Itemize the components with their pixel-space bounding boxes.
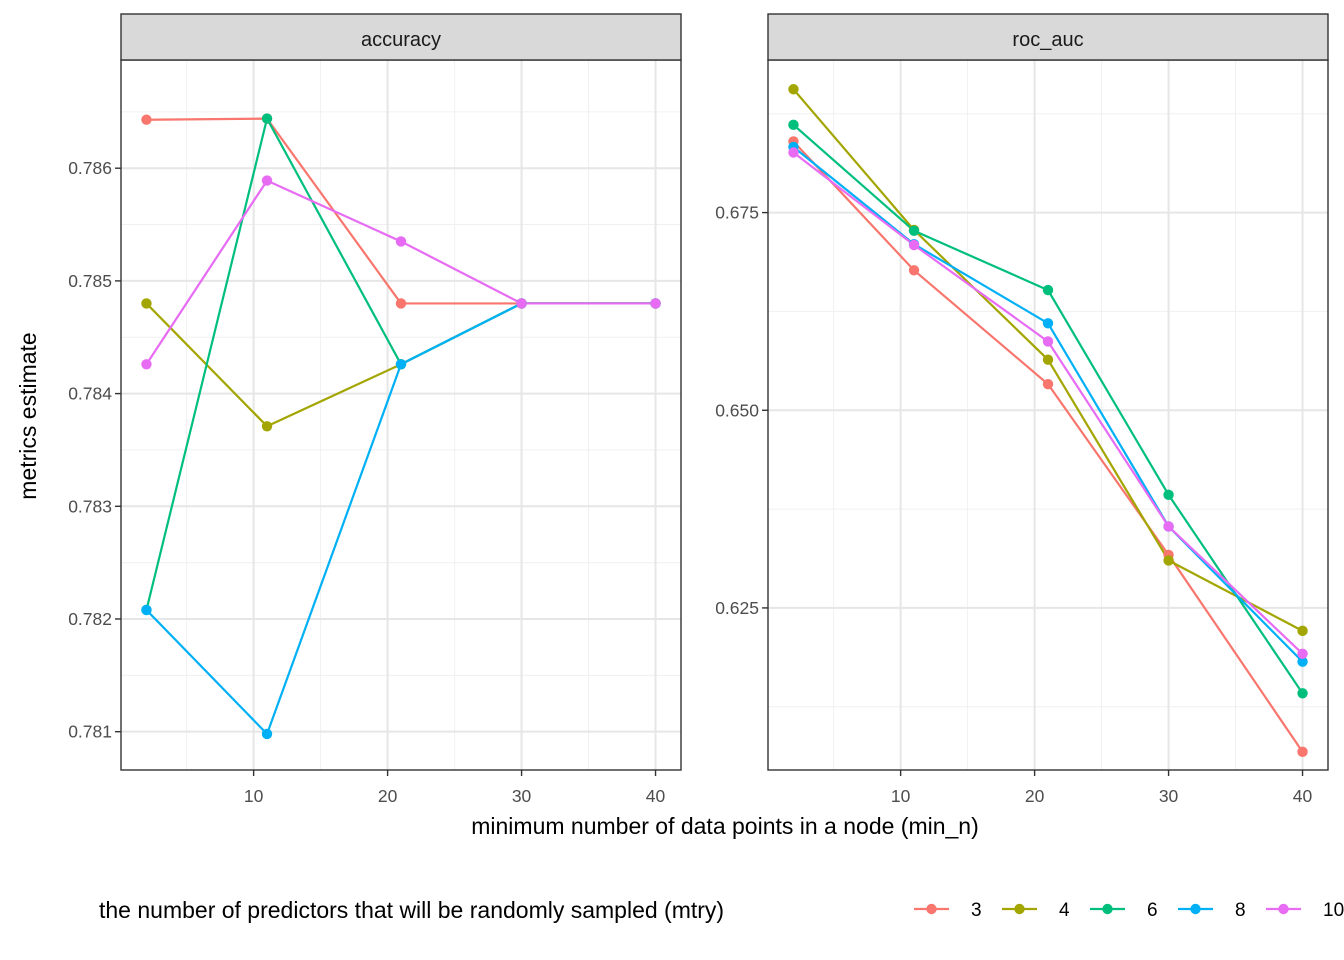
x-tick-label: 10 <box>891 786 911 806</box>
legend-key-point <box>1278 903 1289 915</box>
data-point-mtry-10 <box>1297 648 1308 659</box>
x-axis-title: minimum number of data points in a node … <box>471 813 979 839</box>
legend-key-point <box>926 903 937 915</box>
data-point-mtry-3 <box>1042 378 1054 390</box>
data-point-mtry-4 <box>1042 354 1054 365</box>
y-axis-title: metrics estimate <box>15 332 41 499</box>
panel-background <box>768 60 1328 770</box>
x-tick-label: 20 <box>378 786 398 806</box>
y-tick-label: 0.784 <box>68 384 112 404</box>
y-tick-label: 0.782 <box>68 609 112 629</box>
y-tick-label: 0.625 <box>715 598 759 618</box>
facet-strip-label: roc_auc <box>1012 29 1083 51</box>
data-point-mtry-3 <box>1297 746 1308 758</box>
data-point-mtry-6 <box>1297 688 1308 699</box>
facet-strip <box>120 13 682 61</box>
legend-key-point <box>1014 903 1025 915</box>
facet-strip <box>767 13 1329 61</box>
data-point-mtry-3 <box>395 298 407 309</box>
data-point-mtry-4 <box>788 84 799 95</box>
facet-strip-label: accuracy <box>361 29 441 51</box>
legend-item-mtry-8: 8 <box>1178 900 1246 921</box>
data-point-mtry-4 <box>261 421 273 432</box>
legend-label: 10 <box>1323 900 1344 921</box>
x-tick-label: 20 <box>1025 786 1045 806</box>
data-point-mtry-3 <box>141 114 152 125</box>
x-tick-label: 40 <box>1293 786 1313 806</box>
x-tick-label: 40 <box>646 786 666 806</box>
data-point-mtry-10 <box>908 239 920 251</box>
legend-label: 3 <box>971 900 982 921</box>
legend-title: the number of predictors that will be ra… <box>99 897 724 923</box>
y-tick-label: 0.783 <box>68 496 112 516</box>
data-point-mtry-8 <box>141 604 152 616</box>
y-tick-label: 0.675 <box>715 203 759 223</box>
legend-key-point <box>1102 903 1113 915</box>
data-point-mtry-10 <box>1042 336 1054 347</box>
data-point-mtry-10 <box>516 298 527 309</box>
legend-label: 6 <box>1147 900 1158 921</box>
legend-key-point <box>1190 903 1201 915</box>
legend-label: 4 <box>1059 900 1070 921</box>
data-point-mtry-4 <box>141 298 152 309</box>
data-point-mtry-8 <box>1042 318 1054 329</box>
data-point-mtry-8 <box>1297 656 1308 667</box>
legend-item-mtry-4: 4 <box>1002 900 1070 921</box>
x-tick-label: 10 <box>244 786 264 806</box>
legend: the number of predictors that will be ra… <box>99 897 1344 923</box>
data-point-mtry-10 <box>1163 521 1174 532</box>
facet-panel-roc-auc: roc_auc 10 20 30 40 0.625 0.650 0.675 <box>715 13 1329 806</box>
data-point-mtry-6 <box>1042 284 1054 296</box>
data-point-mtry-8 <box>395 359 407 370</box>
legend-items: 3 4 6 8 10 <box>914 900 1344 921</box>
legend-label: 8 <box>1235 900 1246 921</box>
data-point-mtry-10 <box>261 175 273 186</box>
legend-item-mtry-3: 3 <box>914 900 982 921</box>
data-point-mtry-4 <box>1297 625 1308 637</box>
facet-panels: accuracy 10 20 30 40 0.781 0.782 0.783 0.784 0.78… <box>68 13 1329 806</box>
data-point-mtry-10 <box>141 359 152 370</box>
data-point-mtry-10 <box>650 298 661 309</box>
panel-background <box>121 60 681 770</box>
legend-item-mtry-10: 10 <box>1266 900 1344 921</box>
legend-item-mtry-6: 6 <box>1090 900 1158 921</box>
x-tick-label: 30 <box>1159 786 1179 806</box>
y-tick-label: 0.785 <box>68 271 112 291</box>
x-tick-label: 30 <box>512 786 532 806</box>
facet-panel-accuracy: accuracy 10 20 30 40 0.781 0.782 0.783 0.784 0.78… <box>68 13 682 806</box>
data-point-mtry-6 <box>261 113 273 124</box>
y-tick-label: 0.781 <box>68 722 112 742</box>
data-point-mtry-6 <box>908 225 920 236</box>
data-point-mtry-8 <box>261 728 273 740</box>
data-point-mtry-10 <box>395 236 407 247</box>
data-point-mtry-6 <box>788 119 799 131</box>
data-point-mtry-6 <box>1163 489 1174 501</box>
y-tick-label: 0.650 <box>715 400 759 420</box>
data-point-mtry-3 <box>908 265 920 276</box>
y-tick-label: 0.786 <box>68 158 112 178</box>
data-point-mtry-10 <box>788 147 799 158</box>
data-point-mtry-4 <box>1163 555 1174 566</box>
